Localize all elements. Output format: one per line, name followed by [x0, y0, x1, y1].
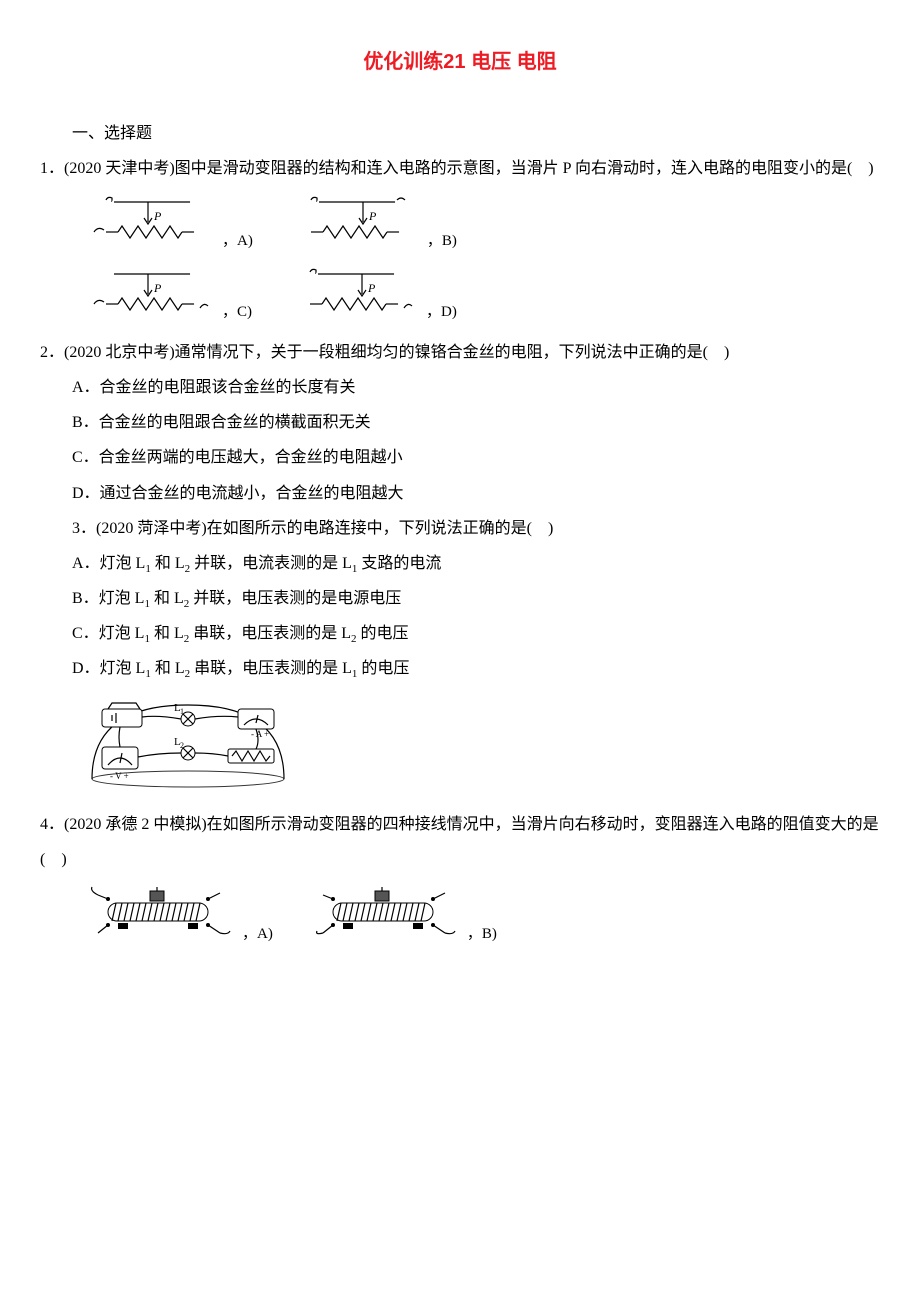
q1-figure-D: P ，D) — [292, 264, 457, 329]
svg-text:- A +: - A + — [251, 729, 269, 739]
svg-text:P: P — [367, 281, 376, 295]
q2-option-B: B．合金丝的电阻跟合金丝的横截面积无关 — [40, 405, 880, 440]
q2-option-C: C．合金丝两端的电压越大，合金丝的电阻越小 — [40, 440, 880, 475]
q1-label-D: ，D) — [426, 296, 457, 329]
q2-option-D: D．通过合金丝的电流越小，合金丝的电阻越大 — [40, 476, 880, 511]
q4-label-B: ，B) — [467, 918, 497, 951]
question-2-text: 2．(2020 北京中考)通常情况下，关于一段粗细均匀的镍铬合金丝的电阻，下列说… — [40, 335, 880, 370]
q3-option-A: A．灯泡 L1 和 L2 并联，电流表测的是 L1 支路的电流 — [40, 546, 880, 581]
svg-text:P: P — [153, 209, 162, 223]
q4-figure-row-1: ，A) — [88, 883, 880, 951]
section-heading-1: 一、选择题 — [40, 116, 880, 151]
q1-label-B: ，B) — [427, 225, 457, 258]
q3-option-D: D．灯泡 L1 和 L2 串联，电压表测的是 L1 的电压 — [40, 651, 880, 686]
question-1-text: 1．(2020 天津中考)图中是滑动变阻器的结构和连入电路的示意图，当滑片 P … — [40, 151, 880, 186]
q1-label-C: ，C) — [222, 296, 252, 329]
question-4-text: 4．(2020 承德 2 中模拟)在如图所示滑动变阻器的四种接线情况中，当滑片向… — [40, 807, 880, 877]
q2-option-A: A．合金丝的电阻跟该合金丝的长度有关 — [40, 370, 880, 405]
page-title: 优化训练21 电压 电阻 — [40, 40, 880, 84]
q4-label-A: ，A) — [242, 918, 273, 951]
question-3-text: 3．(2020 菏泽中考)在如图所示的电路连接中，下列说法正确的是( ) — [40, 511, 880, 546]
q4-figure-B: ，B) — [313, 883, 497, 951]
q4-figure-A: ，A) — [88, 883, 273, 951]
q1-figure-row-1: P ，A) P — [88, 192, 880, 257]
q1-figure-C: P ，C) — [88, 264, 252, 329]
q3-option-C: C．灯泡 L1 和 L2 串联，电压表测的是 L2 的电压 — [40, 616, 880, 651]
q3-figure: L1 - A + - V + L2 — [88, 693, 880, 801]
q1-figure-A: P ，A) — [88, 192, 253, 257]
svg-text:- V +: - V + — [110, 771, 129, 781]
q1-figure-row-2: P ，C) P — [88, 264, 880, 329]
svg-text:P: P — [368, 209, 377, 223]
q3-option-B: B．灯泡 L1 和 L2 并联，电压表测的是电源电压 — [40, 581, 880, 616]
svg-text:P: P — [153, 281, 162, 295]
q1-label-A: ，A) — [222, 225, 253, 258]
q1-figure-B: P ，B) — [293, 192, 457, 257]
